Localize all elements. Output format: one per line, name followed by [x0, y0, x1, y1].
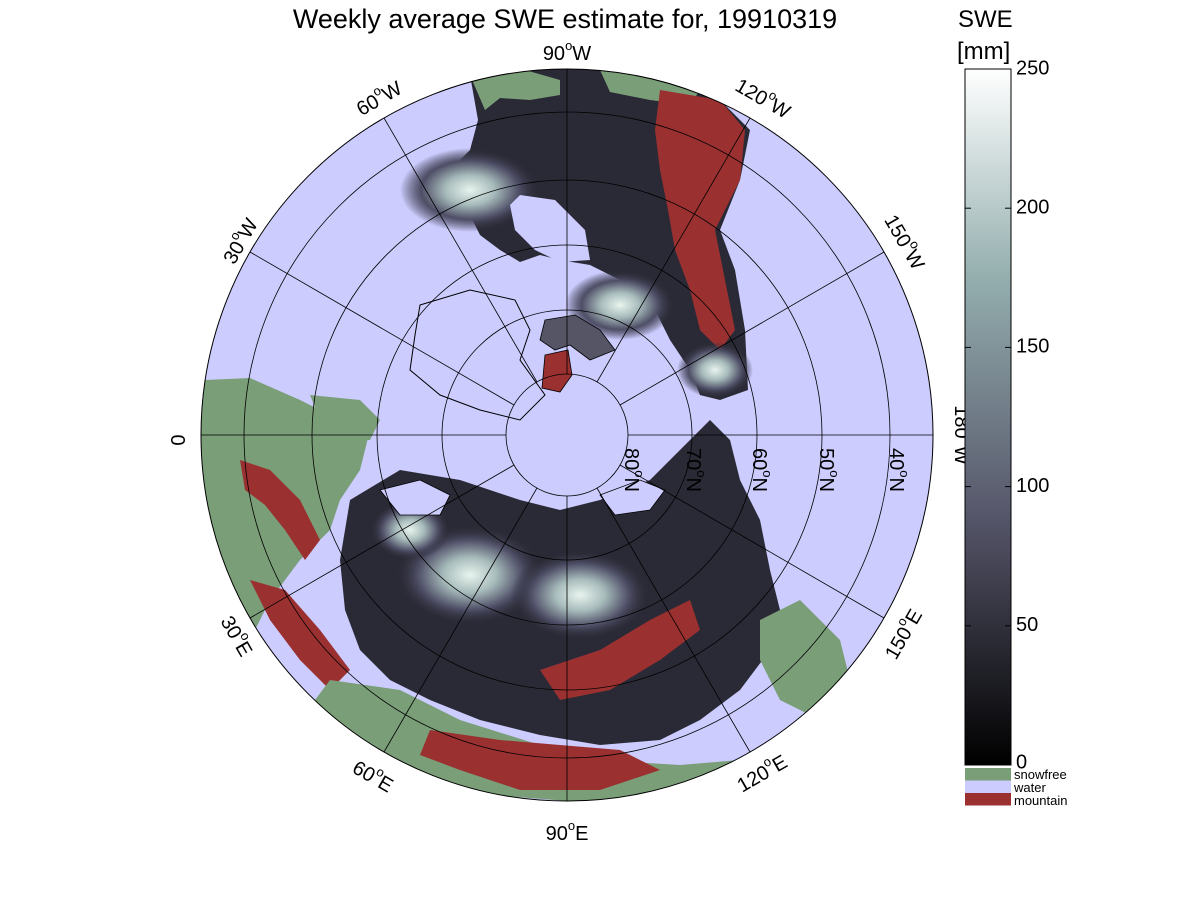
- colorbar-tick-label: 250: [1016, 57, 1049, 79]
- latitude-label: 60oN: [748, 448, 775, 492]
- longitude-label: 0: [168, 434, 190, 445]
- north-america-snowfree: [470, 70, 560, 110]
- legend-label-mountain: mountain: [1014, 793, 1068, 808]
- longitude-label: 90oE: [546, 818, 589, 845]
- map-border: [200, 68, 934, 802]
- colorbar-tick-label: 100: [1016, 475, 1049, 497]
- latitude-label: 70oN: [682, 448, 709, 492]
- colorbar-tick-label: 50: [1016, 614, 1038, 636]
- canada-snow-high: [400, 148, 540, 232]
- colorbar-tick-label: 150: [1016, 336, 1049, 358]
- alaska-snow-high: [677, 342, 753, 398]
- longitude-label: 60oE: [348, 753, 399, 798]
- central-asia-mountain: [540, 600, 700, 700]
- canada-snow-high-2: [565, 270, 675, 340]
- alps-mountain: [240, 460, 320, 560]
- greenland-outline: [409, 289, 546, 421]
- colorbar-ticks: 250 200 150 100 50 0: [965, 57, 1049, 773]
- legend-label-water: water: [1014, 780, 1046, 795]
- latitude-label: 40oN: [885, 448, 912, 492]
- arctic-islands: [539, 314, 616, 361]
- europe-mountain-2: [250, 580, 350, 690]
- colorbar: [964, 68, 1012, 766]
- chart-title: Weekly average SWE estimate for, 1991031…: [292, 4, 838, 34]
- scandinavia-snowfree: [310, 395, 380, 440]
- legend-swatch-water: [965, 780, 1011, 793]
- siberia-snow-high-2: [510, 550, 650, 640]
- latitude-label: 80oN: [620, 448, 647, 492]
- graticule: [201, 69, 933, 801]
- colorbar-title: SWE: [958, 6, 1013, 33]
- longitude-label: 90oW: [543, 38, 591, 65]
- latitude-label: 50oN: [815, 448, 842, 492]
- rockies-mountain: [655, 90, 745, 350]
- legend-swatch-snowfree: [965, 768, 1011, 781]
- colorbar-tick-label: 0: [1016, 751, 1027, 773]
- colorbar-tick-label: 200: [1016, 196, 1049, 218]
- colorbar-unit: [mm]: [957, 38, 1011, 65]
- east-asia-snowfree: [760, 600, 850, 720]
- ellesmere-mountain: [541, 349, 573, 393]
- legend-swatch-mountain: [965, 793, 1011, 806]
- legend: [965, 768, 1011, 806]
- legend-label-snowfree: snowfree: [1014, 767, 1067, 782]
- himalaya-mountain: [420, 730, 660, 790]
- latitude-labels: 80oN 70oN 60oN 50oN 40oN: [620, 448, 912, 492]
- laptev-sea: [599, 479, 666, 516]
